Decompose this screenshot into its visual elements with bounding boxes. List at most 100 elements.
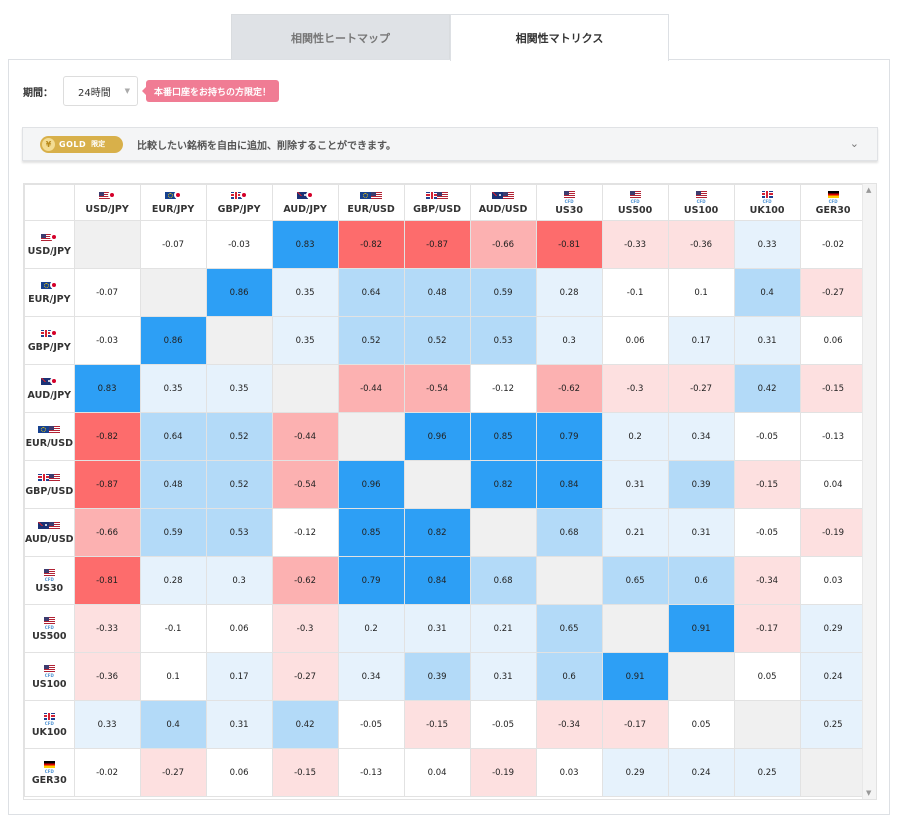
row-eur-jpy-label: EUR/JPY — [28, 294, 71, 305]
eu-flag-icon — [164, 191, 176, 199]
correlation-cell: -0.07 — [139, 220, 207, 269]
correlation-cell: 0.35 — [271, 268, 339, 317]
correlation-cell: -0.27 — [667, 364, 735, 413]
correlation-cell: 0.64 — [337, 268, 405, 317]
matrix-row-ger30: CFD GER30 -0.02 -0.27 0.06 -0.15 -0.13 0.04 -0.1… — [24, 748, 867, 797]
jp-flag-icon — [49, 281, 58, 289]
jp-flag-icon — [239, 191, 248, 199]
correlation-cell: -0.27 — [799, 268, 867, 317]
row-aud-jpy-flags — [40, 376, 58, 386]
correlation-cell: 0.53 — [205, 508, 273, 557]
row-header-us30: CFD US30 — [24, 556, 75, 605]
correlation-cell: 0.86 — [139, 316, 207, 365]
correlation-cell: 0.85 — [337, 508, 405, 557]
gold-badge-sub: 限定 — [91, 140, 106, 148]
expand-chevron-icon[interactable]: ⌄ — [849, 137, 859, 150]
correlation-cell: 0.3 — [205, 556, 273, 605]
au-flag-icon — [38, 521, 50, 529]
column-header-eur-jpy: EUR/JPY — [139, 184, 207, 221]
row-uk100-flags — [43, 711, 55, 721]
gb-flag-icon — [43, 712, 55, 720]
tab-correlation-matrix[interactable]: 相関性マトリクス — [450, 14, 669, 61]
column-ger30-flags — [827, 189, 839, 199]
promo-badge: 本番口座をお持ちの方限定！ — [146, 80, 280, 102]
correlation-cell: 0.25 — [733, 748, 801, 797]
correlation-cell: 0.82 — [469, 460, 537, 509]
column-header-gbp-jpy: GBP/JPY — [205, 184, 273, 221]
row-us500-header-content: CFD US500 — [25, 615, 74, 642]
jp-flag-icon — [173, 191, 182, 199]
correlation-cell: 0.84 — [535, 460, 603, 509]
correlation-cell: 0.83 — [271, 220, 339, 269]
correlation-cell: 0.06 — [601, 316, 669, 365]
row-us100-header-content: CFD US100 — [25, 663, 74, 690]
row-header-gbp-usd: GBP/USD — [24, 460, 75, 509]
gold-feature-bar[interactable]: ¥ GOLD 限定 比較したい銘柄を自由に追加、削除することができます。 ⌄ — [22, 127, 878, 161]
correlation-cell: 0.24 — [799, 652, 867, 701]
row-eur-usd-header-content: EUR/USD — [25, 424, 74, 449]
vertical-scrollbar[interactable]: ▲ ▼ — [862, 184, 876, 799]
diagonal-cell — [535, 556, 603, 605]
correlation-cell: -0.07 — [73, 268, 141, 317]
jp-flag-icon — [49, 329, 58, 337]
correlation-cell: -0.33 — [601, 220, 669, 269]
correlation-cell: -0.03 — [73, 316, 141, 365]
matrix-row-aud-usd: AUD/USD -0.66 0.59 0.53 -0.12 0.85 0.82 0.68 0.2… — [24, 508, 867, 557]
correlation-cell: -0.87 — [403, 220, 471, 269]
column-us500-header-content: CFD US500 — [603, 189, 668, 216]
diagonal-cell — [271, 364, 339, 413]
correlation-cell: -0.03 — [205, 220, 273, 269]
column-uk100-header-content: CFD UK100 — [735, 189, 800, 216]
diagonal-cell — [205, 316, 273, 365]
column-eur-usd-header-content: EUR/USD — [339, 190, 404, 215]
correlation-cell: -0.36 — [73, 652, 141, 701]
matrix-row-us30: CFD US30 -0.81 0.28 0.3 -0.62 0.79 0.84 0.68 0.65… — [24, 556, 867, 605]
correlation-cell: -0.12 — [469, 364, 537, 413]
correlation-cell: 0.21 — [601, 508, 669, 557]
correlation-cell: 0.34 — [667, 412, 735, 461]
matrix-row-usd-jpy: USD/JPY -0.07 -0.03 0.83 -0.82 -0.87 -0.66 -0.8… — [24, 220, 867, 269]
scroll-up-icon[interactable]: ▲ — [866, 186, 872, 194]
correlation-cell: -0.27 — [139, 748, 207, 797]
column-aud-usd-label: AUD/USD — [478, 204, 528, 215]
correlation-cell: 0.28 — [535, 268, 603, 317]
correlation-cell: -0.05 — [733, 412, 801, 461]
jp-flag-icon — [49, 233, 58, 241]
row-aud-usd-label: AUD/USD — [25, 534, 74, 545]
column-eur-jpy-label: EUR/JPY — [151, 204, 195, 215]
correlation-cell: -0.15 — [271, 748, 339, 797]
jp-flag-icon — [107, 191, 116, 199]
column-header-uk100: CFD UK100 — [733, 184, 801, 221]
row-usd-jpy-flags — [40, 232, 58, 242]
correlation-cell: -0.17 — [733, 604, 801, 653]
correlation-cell: 0.31 — [205, 700, 273, 749]
gb-flag-icon — [426, 191, 438, 199]
correlation-cell: 0.1 — [667, 268, 735, 317]
correlation-cell: -0.17 — [601, 700, 669, 749]
cfd-tag: CFD — [44, 769, 54, 774]
scroll-down-icon[interactable]: ▼ — [866, 789, 872, 797]
correlation-cell: -0.3 — [271, 604, 339, 653]
us-flag-icon — [503, 191, 515, 199]
period-select[interactable]: 24時間 ▼ — [63, 76, 138, 106]
row-gbp-jpy-label: GBP/JPY — [27, 342, 71, 353]
eu-flag-icon — [360, 191, 372, 199]
column-aud-usd-header-content: AUD/USD — [471, 190, 536, 215]
cfd-tag: CFD — [762, 199, 772, 204]
tab-correlation-heatmap[interactable]: 相関性ヒートマップ — [231, 14, 450, 60]
correlation-cell: 0.17 — [667, 316, 735, 365]
correlation-cell: -0.44 — [271, 412, 339, 461]
column-gbp-jpy-header-content: GBP/JPY — [207, 190, 272, 215]
row-usd-jpy-label: USD/JPY — [27, 246, 71, 257]
column-ger30-header-content: CFD GER30 — [801, 189, 866, 216]
row-header-aud-jpy: AUD/JPY — [24, 364, 75, 413]
matrix-row-us500: CFD US500 -0.33 -0.1 0.06 -0.3 0.2 0.31 0.21 0.65… — [24, 604, 867, 653]
correlation-cell: -0.54 — [403, 364, 471, 413]
us-flag-icon — [437, 191, 449, 199]
correlation-cell: 0.06 — [205, 748, 273, 797]
column-gbp-usd-header-content: GBP/USD — [405, 190, 470, 215]
column-gbp-jpy-flags — [230, 190, 248, 200]
correlation-cell: 0.06 — [205, 604, 273, 653]
correlation-cell: 0.31 — [667, 508, 735, 557]
correlation-cell: 0.65 — [535, 604, 603, 653]
